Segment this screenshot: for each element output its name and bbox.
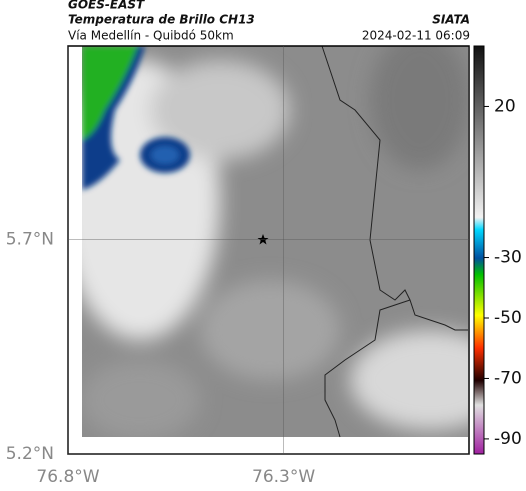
datetime: 2024-02-11 06:09 <box>362 29 470 43</box>
title: Temperatura de Brillo CH13 <box>68 13 255 27</box>
y-tick-label: 5.7°N <box>6 229 54 249</box>
subtitle: Vía Medellín - Quibdó 50km <box>68 29 234 43</box>
colorbar-tick-label: -90 <box>494 429 522 449</box>
colorbar-tick-label: -50 <box>494 308 522 328</box>
source: GOES-EAST <box>68 0 145 12</box>
colorbar-tick-label: -70 <box>494 368 522 388</box>
colorbar <box>473 45 485 455</box>
colorbar-tick-label: -30 <box>494 248 522 268</box>
y-tick-label: 5.2°N <box>6 444 54 464</box>
satellite-image <box>82 46 468 437</box>
borders <box>321 45 468 438</box>
x-tick-label: 76.8°W <box>36 467 99 487</box>
x-tick-label: 76.3°W <box>252 467 315 487</box>
org: SIATA <box>432 13 470 27</box>
colorbar-tick-label: 20 <box>494 96 516 116</box>
